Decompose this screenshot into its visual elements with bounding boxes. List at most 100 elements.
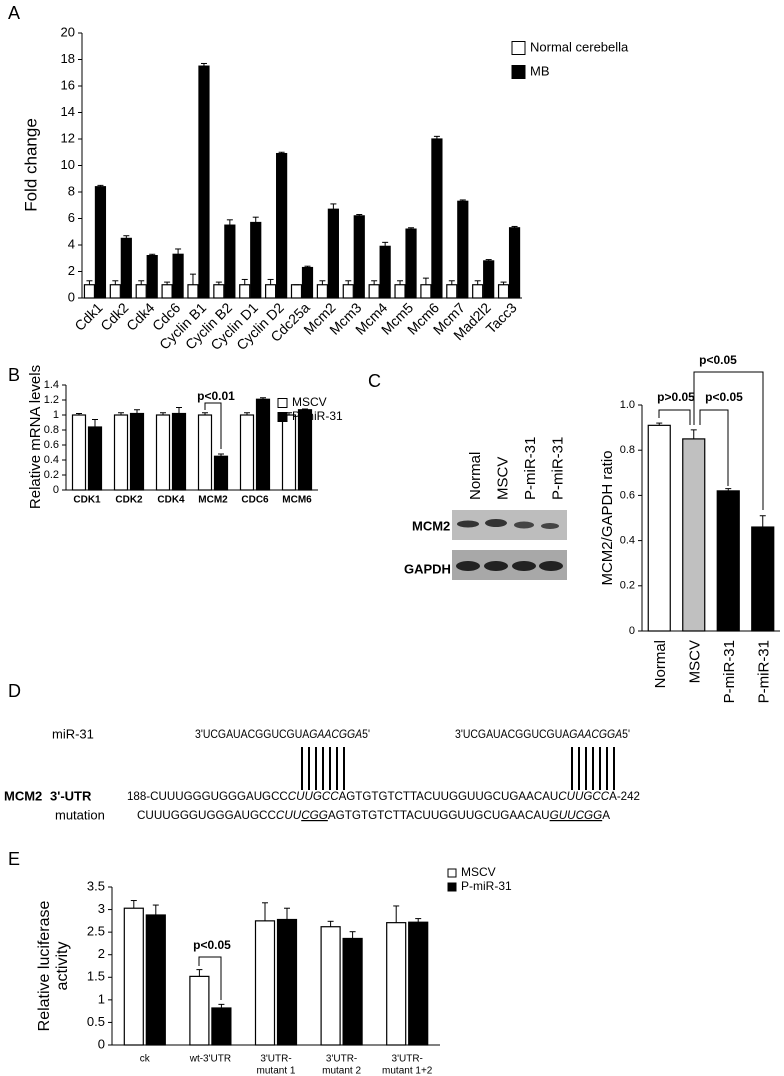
error-bar <box>422 277 429 285</box>
y-axis-label: Relative luciferase <box>36 901 53 1032</box>
bar <box>211 1007 232 1046</box>
bar <box>394 284 406 299</box>
bar <box>290 284 303 299</box>
error-bar <box>319 280 326 285</box>
error-bar <box>218 453 224 457</box>
annotation: p>0.05 <box>657 390 695 404</box>
error-bar <box>349 931 356 939</box>
y-axis-label: Relative mRNA levels <box>27 365 44 509</box>
error-bar <box>86 280 93 285</box>
utr-label: 3'-UTR <box>50 788 92 803</box>
y-tick-label: 0.4 <box>620 535 635 547</box>
y-tick-label: 4 <box>68 236 75 251</box>
sequence-part: A-242 <box>609 789 640 803</box>
bar <box>457 200 469 299</box>
error-bar <box>725 488 732 491</box>
bar <box>120 237 132 299</box>
y-tick-label: 1.0 <box>620 399 635 411</box>
band <box>514 521 534 529</box>
x-tick-label: Tacc3 <box>483 299 520 336</box>
error-bar <box>152 904 159 915</box>
x-tick-label: P-miR-31 <box>721 640 738 703</box>
error-bar <box>215 281 222 285</box>
bar <box>146 255 158 299</box>
legend-label: MSCV <box>461 865 496 879</box>
error-bar <box>500 281 507 285</box>
error-bar <box>149 253 156 256</box>
error-bar <box>112 280 119 285</box>
bar <box>239 414 255 491</box>
error-bar <box>241 278 248 285</box>
sequence-part: GUUCGG <box>550 808 603 822</box>
bar <box>71 414 87 491</box>
y-tick-label: 1 <box>53 409 59 421</box>
error-bar <box>164 281 171 285</box>
x-tick-label: Cdk4 <box>123 299 158 334</box>
y-tick-label: 20 <box>61 24 75 39</box>
y-tick-label: 0 <box>98 1036 105 1051</box>
x-tick-label: Cdk2 <box>97 299 132 334</box>
sequence-part: CUUGCC <box>288 789 339 803</box>
bar <box>239 284 251 299</box>
x-tick-label: 3'UTR- <box>392 1054 423 1065</box>
bar <box>189 975 210 1046</box>
blot-row-label: GAPDH <box>404 561 451 576</box>
y-tick-label: 12 <box>61 130 75 145</box>
error-bar <box>433 135 440 139</box>
blot-lane-label: Normal <box>467 452 484 500</box>
annotation: p<0.05 <box>699 353 737 367</box>
bar <box>342 284 354 299</box>
error-bar <box>278 151 285 154</box>
error-bar <box>189 273 196 285</box>
bar <box>250 221 262 299</box>
error-bar <box>175 248 182 255</box>
error-bar <box>123 235 130 239</box>
sequence: 3'UCGAUACGGUCGUAGAACGGA5' <box>195 727 370 741</box>
y-tick-label: 2.5 <box>87 924 105 939</box>
error-bar <box>474 280 481 285</box>
sequence-part: AGTGTGTCTTACUUGGUUGCUGAACAU <box>328 808 550 822</box>
y-axis-label: activity <box>54 942 71 991</box>
error-bar <box>244 412 250 415</box>
annotation: p<0.05 <box>705 390 743 404</box>
y-tick-label: 16 <box>61 77 75 92</box>
bar <box>187 284 199 299</box>
sequence-part: 3'UCGAUACGGUCGUA <box>455 727 569 741</box>
bar <box>431 138 443 299</box>
error-bar <box>393 905 400 923</box>
legend-label: MB <box>530 63 550 78</box>
error-bar <box>202 412 208 415</box>
bar <box>145 914 166 1046</box>
legend-label: MSCV <box>292 395 327 409</box>
x-tick-label: CDC6 <box>241 495 269 506</box>
bar <box>497 284 510 299</box>
bar <box>254 920 276 1046</box>
x-tick-label: MCM2 <box>198 495 228 506</box>
x-tick-label: MCM6 <box>282 495 312 506</box>
bar <box>224 224 236 299</box>
y-tick-label: 0.6 <box>620 489 635 501</box>
annotation: p<0.01 <box>197 389 235 403</box>
y-tick-label: 18 <box>61 51 75 66</box>
sequence-part: CUU <box>276 808 302 822</box>
bracket <box>198 956 222 1000</box>
bar <box>129 412 145 491</box>
sequence-part: 188-CUUUGGGUGGGAUGCC <box>127 789 288 803</box>
blot-lane-label: P-miR-31 <box>522 437 539 500</box>
x-tick-label: 3'UTR- <box>260 1054 291 1065</box>
y-tick-label: 14 <box>61 104 75 119</box>
error-bar <box>160 412 166 415</box>
blot-image <box>452 510 567 580</box>
bar <box>197 414 213 491</box>
bar <box>446 284 458 299</box>
legend-swatch <box>511 41 526 55</box>
band <box>512 561 536 571</box>
bar <box>123 907 144 1046</box>
sequence-part: CUUGCC <box>558 789 609 803</box>
bar <box>171 412 187 491</box>
error-bar <box>97 184 104 187</box>
x-tick-label: mutant 1+2 <box>382 1066 433 1076</box>
x-tick-label: CDK2 <box>115 495 143 506</box>
bar <box>327 208 339 299</box>
error-bar <box>656 422 663 426</box>
